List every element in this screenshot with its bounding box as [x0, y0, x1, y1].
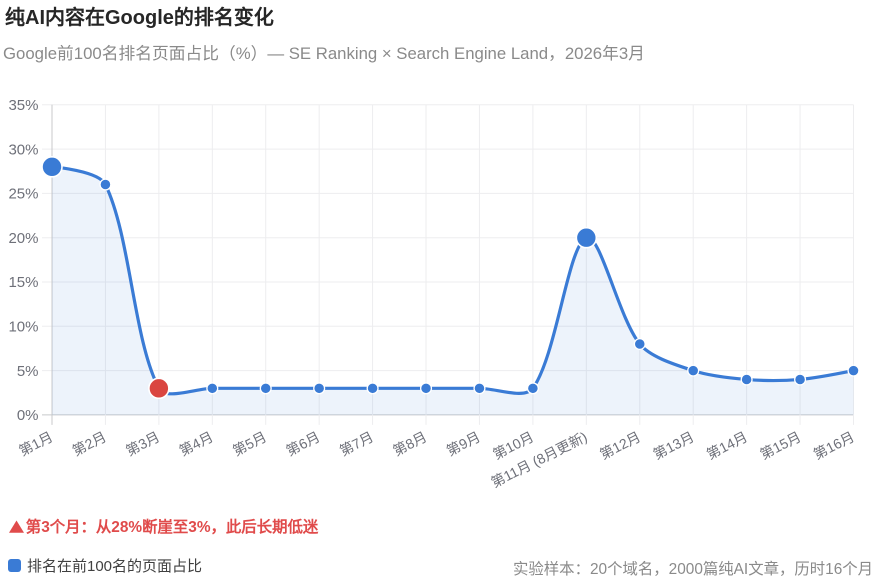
svg-text:20%: 20% [8, 230, 38, 247]
svg-text:第12月: 第12月 [597, 428, 643, 462]
svg-text:0%: 0% [17, 407, 39, 424]
svg-text:15%: 15% [8, 274, 38, 291]
svg-text:5%: 5% [17, 363, 39, 380]
svg-text:第7月: 第7月 [337, 428, 376, 459]
svg-text:第5月: 第5月 [230, 428, 269, 459]
svg-text:第16月: 第16月 [811, 428, 857, 462]
svg-text:30%: 30% [8, 141, 38, 158]
svg-text:10%: 10% [8, 319, 38, 336]
svg-text:第11月 (8月更新): 第11月 (8月更新) [488, 428, 589, 490]
svg-text:第9月: 第9月 [444, 428, 483, 459]
svg-text:第1月: 第1月 [16, 428, 55, 459]
svg-text:第2月: 第2月 [70, 428, 109, 459]
svg-text:第8月: 第8月 [390, 428, 429, 459]
svg-text:第3月: 第3月 [123, 428, 162, 459]
svg-text:25%: 25% [8, 186, 38, 203]
svg-text:35%: 35% [8, 97, 38, 114]
svg-text:第13月: 第13月 [650, 428, 696, 462]
svg-text:第4月: 第4月 [177, 428, 216, 459]
svg-text:第14月: 第14月 [704, 428, 750, 462]
svg-text:第6月: 第6月 [283, 428, 322, 459]
svg-text:第15月: 第15月 [757, 428, 803, 462]
